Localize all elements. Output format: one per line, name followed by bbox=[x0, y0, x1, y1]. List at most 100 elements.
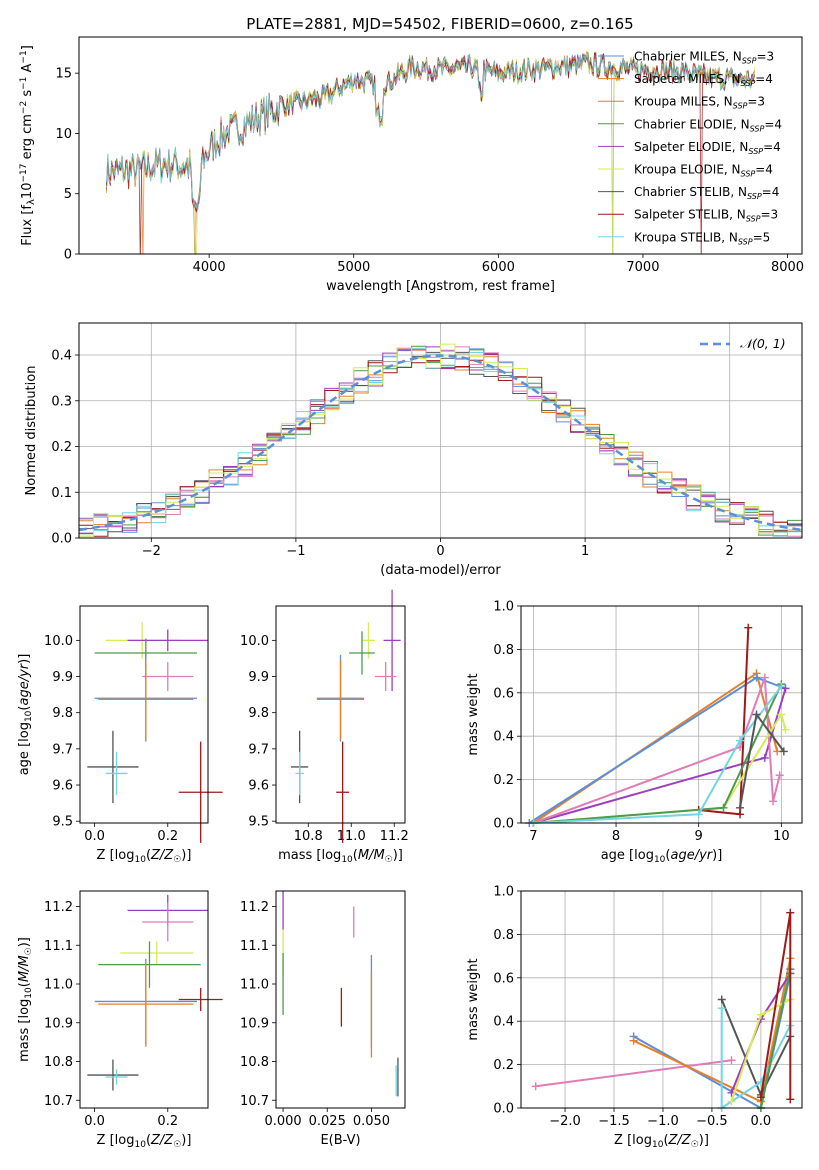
weight-marker bbox=[779, 747, 788, 756]
weight-marker bbox=[786, 908, 795, 917]
x-tick-label: −0.5 bbox=[696, 1114, 728, 1129]
age-weight-xlabel: age [log10(age/yr)] bbox=[601, 848, 723, 865]
y-tick-label: 11.1 bbox=[240, 939, 269, 954]
z-mass-points bbox=[87, 894, 223, 1091]
age-weight-series bbox=[525, 623, 790, 827]
z-weight-series bbox=[531, 908, 795, 1112]
y-tick-label: 0.3 bbox=[51, 394, 72, 409]
legend-label: Salpeter ELODIE, NSSP=4 bbox=[634, 140, 781, 156]
y-tick-label: 0.2 bbox=[493, 773, 514, 788]
weight-marker bbox=[781, 684, 790, 693]
mass-age-xlabel: mass [log10(M/M☉)] bbox=[278, 848, 403, 865]
x-tick-label: −1 bbox=[286, 544, 305, 559]
ebv-mass-frame bbox=[275, 890, 406, 1109]
z-weight-ylabel: mass weight bbox=[466, 958, 481, 1040]
spectrum-ylabel: Flux [fλ10−17 erg cm−2 s−1 A−1] bbox=[19, 45, 37, 246]
x-tick-label: 4000 bbox=[193, 260, 226, 275]
weight-marker bbox=[744, 623, 753, 632]
y-tick-label: 9.6 bbox=[248, 779, 269, 794]
x-tick-label: −2 bbox=[142, 544, 161, 559]
spectrum-xlabel: wavelength [Angstrom, rest frame] bbox=[326, 279, 555, 294]
weight-marker bbox=[717, 1004, 726, 1013]
y-tick-label: 9.8 bbox=[248, 706, 269, 721]
z-age-axes: 0.0 0.2 9.5 9.6 9.7 9.8 9.9 10.0 bbox=[44, 634, 178, 844]
x-tick-label: 0.0 bbox=[751, 1114, 772, 1129]
x-tick-label: 0.2 bbox=[157, 829, 178, 844]
y-tick-label: 0.8 bbox=[493, 928, 514, 943]
y-tick-label: 9.9 bbox=[248, 670, 269, 685]
y-tick-label: 9.8 bbox=[52, 706, 73, 721]
y-tick-label: 11.2 bbox=[44, 900, 73, 915]
weight-marker bbox=[756, 1093, 765, 1102]
y-tick-label: 10.7 bbox=[240, 1094, 269, 1109]
x-tick-label: 2 bbox=[726, 544, 734, 559]
x-tick-label: 0.0 bbox=[84, 1114, 105, 1129]
x-tick-label: −2.0 bbox=[549, 1114, 581, 1129]
weight-marker bbox=[777, 710, 786, 719]
weight-marker bbox=[629, 1036, 638, 1045]
y-tick-label: 10.8 bbox=[240, 1055, 269, 1070]
x-tick-label: 7000 bbox=[626, 260, 659, 275]
x-tick-label: 10 bbox=[773, 829, 790, 844]
y-tick-label: 10.0 bbox=[240, 634, 269, 649]
weight-marker bbox=[781, 725, 790, 734]
residuals-frame bbox=[78, 322, 803, 539]
weight-line bbox=[720, 1008, 792, 1110]
spectrum-axes: 4000 5000 6000 7000 8000 0 5 10 15 bbox=[55, 67, 804, 275]
weight-marker bbox=[775, 771, 784, 780]
weight-marker bbox=[777, 682, 786, 691]
mass-age-frame bbox=[275, 605, 406, 824]
y-tick-label: 10.7 bbox=[44, 1094, 73, 1109]
weight-marker bbox=[769, 797, 778, 806]
x-tick-label: 9 bbox=[695, 829, 703, 844]
weight-marker bbox=[694, 810, 703, 819]
weight-marker bbox=[531, 1082, 540, 1091]
x-tick-label: 8 bbox=[612, 829, 620, 844]
y-tick-label: 0.4 bbox=[51, 349, 72, 364]
z-weight-xlabel: Z [log10(Z/Z☉)] bbox=[614, 1133, 709, 1150]
residuals-xlabel: (data-model)/error bbox=[380, 563, 501, 578]
y-tick-label: 11.2 bbox=[240, 900, 269, 915]
x-tick-label: 1 bbox=[581, 544, 589, 559]
y-tick-label: 10 bbox=[55, 127, 72, 142]
weight-marker bbox=[786, 1095, 795, 1104]
z-weight-frame bbox=[520, 890, 803, 1109]
ebv-mass-xlabel: E(B-V) bbox=[320, 1133, 360, 1148]
residual-histograms bbox=[79, 343, 802, 537]
legend-label: Kroupa MILES, NSSP=3 bbox=[634, 95, 765, 111]
residuals-ylabel: Normed distribution bbox=[24, 366, 39, 496]
y-tick-label: 9.9 bbox=[52, 670, 73, 685]
z-mass-axes: 0.0 0.2 10.7 10.8 10.9 11.0 11.1 11.2 bbox=[44, 900, 178, 1129]
x-tick-label: 0.2 bbox=[157, 1114, 178, 1129]
y-tick-label: 0.6 bbox=[493, 971, 514, 986]
y-tick-label: 9.5 bbox=[52, 815, 73, 830]
figure-title: PLATE=2881, MJD=54502, FIBERID=0600, z=0… bbox=[246, 15, 633, 33]
spectrum-lines bbox=[106, 50, 755, 254]
age-weight-ylabel: mass weight bbox=[466, 673, 481, 755]
weight-marker bbox=[752, 673, 761, 682]
weight-marker bbox=[736, 803, 745, 812]
y-tick-label: 0.0 bbox=[51, 532, 72, 547]
x-tick-label: 7 bbox=[529, 829, 537, 844]
y-tick-label: 0.2 bbox=[51, 440, 72, 455]
age-weight-frame bbox=[520, 605, 803, 824]
y-tick-label: 11.0 bbox=[240, 978, 269, 993]
ebv-mass-points bbox=[282, 891, 399, 1097]
y-tick-label: 5 bbox=[64, 187, 72, 202]
weight-marker bbox=[719, 803, 728, 812]
y-tick-label: 0.0 bbox=[493, 817, 514, 832]
y-tick-label: 0.4 bbox=[493, 1015, 514, 1030]
spectrum-series-8 bbox=[106, 54, 755, 210]
y-tick-label: 0.8 bbox=[493, 643, 514, 658]
x-tick-label: 5000 bbox=[337, 260, 370, 275]
y-tick-label: 0 bbox=[64, 248, 72, 263]
x-tick-label: 0 bbox=[436, 544, 444, 559]
z-age-ylabel: age [log10(age/yr)] bbox=[17, 654, 34, 776]
x-tick-label: 8000 bbox=[771, 260, 804, 275]
y-tick-label: 0.6 bbox=[493, 686, 514, 701]
weight-line bbox=[528, 676, 786, 824]
weight-line bbox=[759, 968, 792, 1109]
y-tick-label: 0.0 bbox=[493, 1102, 514, 1117]
normal-curve bbox=[79, 354, 802, 532]
